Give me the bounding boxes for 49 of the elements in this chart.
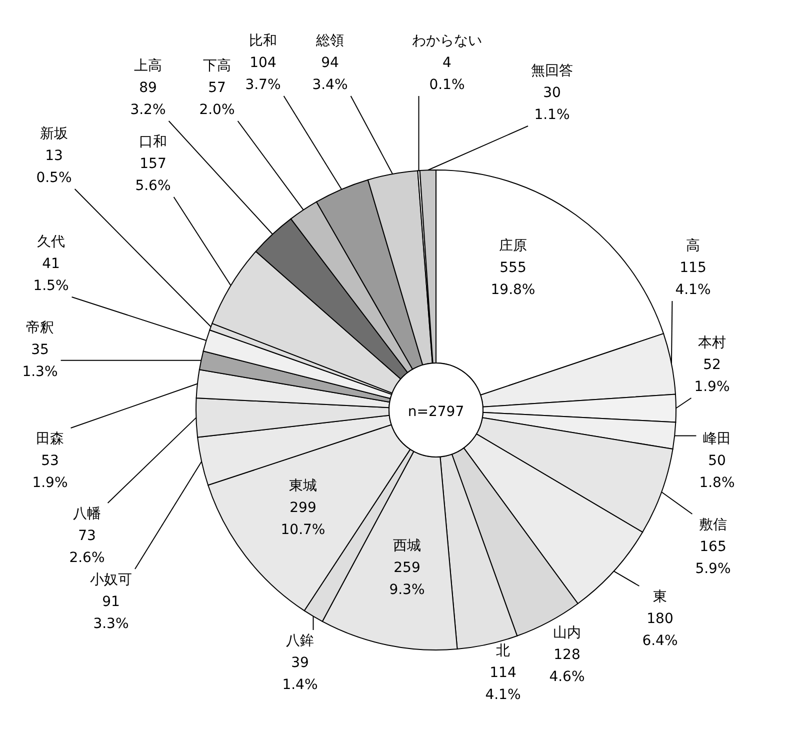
data-label: 180 6.4%: [642, 611, 678, 649]
data-label: 555 19.8%: [490, 260, 536, 298]
slice-label: 八幡: [73, 506, 101, 522]
slice-label: 峰田: [703, 431, 731, 447]
slice-label: 北: [496, 643, 510, 659]
data-label: 13 0.5%: [36, 148, 72, 186]
slice-label: 東城: [289, 478, 317, 494]
data-label: 128 4.6%: [549, 647, 585, 685]
slice-label: 口和: [139, 134, 167, 150]
slice-label: 敷信: [699, 517, 727, 533]
data-label: 259 9.3%: [389, 560, 425, 598]
data-label: 30 1.1%: [534, 85, 570, 123]
data-label: 41 1.5%: [33, 256, 69, 294]
slice-label: 総領: [315, 33, 344, 49]
slice-label: 久代: [37, 234, 65, 250]
slice-label: 帝釈: [26, 320, 54, 336]
slice-label: 東: [653, 589, 667, 605]
slice-label: 高: [686, 238, 700, 254]
data-label: 89 3.2%: [130, 80, 166, 118]
text: n=2797: [408, 404, 464, 420]
data-label: 39 1.4%: [282, 655, 318, 693]
data-label: 114 4.1%: [485, 665, 521, 703]
data-label: 165 5.9%: [695, 539, 731, 577]
data-label: 91 3.3%: [93, 594, 129, 632]
slice-label: 庄原: [499, 238, 527, 254]
data-label: 104 3.7%: [245, 55, 281, 93]
slice-label: 本村: [698, 335, 726, 351]
slice-label: 山内: [553, 625, 581, 641]
data-label: 52 1.9%: [694, 357, 730, 395]
data-label: 73 2.6%: [69, 528, 105, 566]
slice-label: 新坂: [40, 126, 68, 142]
data-label: 157 5.6%: [135, 156, 171, 194]
data-label: 57 2.0%: [199, 80, 235, 118]
slice-label: 上高: [134, 58, 162, 74]
slice-label: わからない: [412, 33, 482, 49]
data-label: 50 1.8%: [699, 453, 735, 491]
data-label: 299 10.7%: [280, 500, 326, 538]
data-label: 94 3.4%: [312, 55, 348, 93]
data-label: 35 1.3%: [22, 342, 58, 380]
slice-label: 八鉾: [286, 633, 314, 649]
slice-label: 比和: [249, 33, 277, 49]
slice-label: 下高: [203, 58, 231, 74]
data-label: 115 4.1%: [675, 260, 711, 298]
data-label: 4 0.1%: [429, 55, 465, 93]
data-label: 53 1.9%: [32, 453, 68, 491]
slice-label: 小奴可: [90, 572, 132, 588]
slice-label: 無回答: [531, 63, 573, 79]
slice-label: 田森: [36, 431, 64, 447]
slice-label: 西城: [393, 538, 421, 554]
